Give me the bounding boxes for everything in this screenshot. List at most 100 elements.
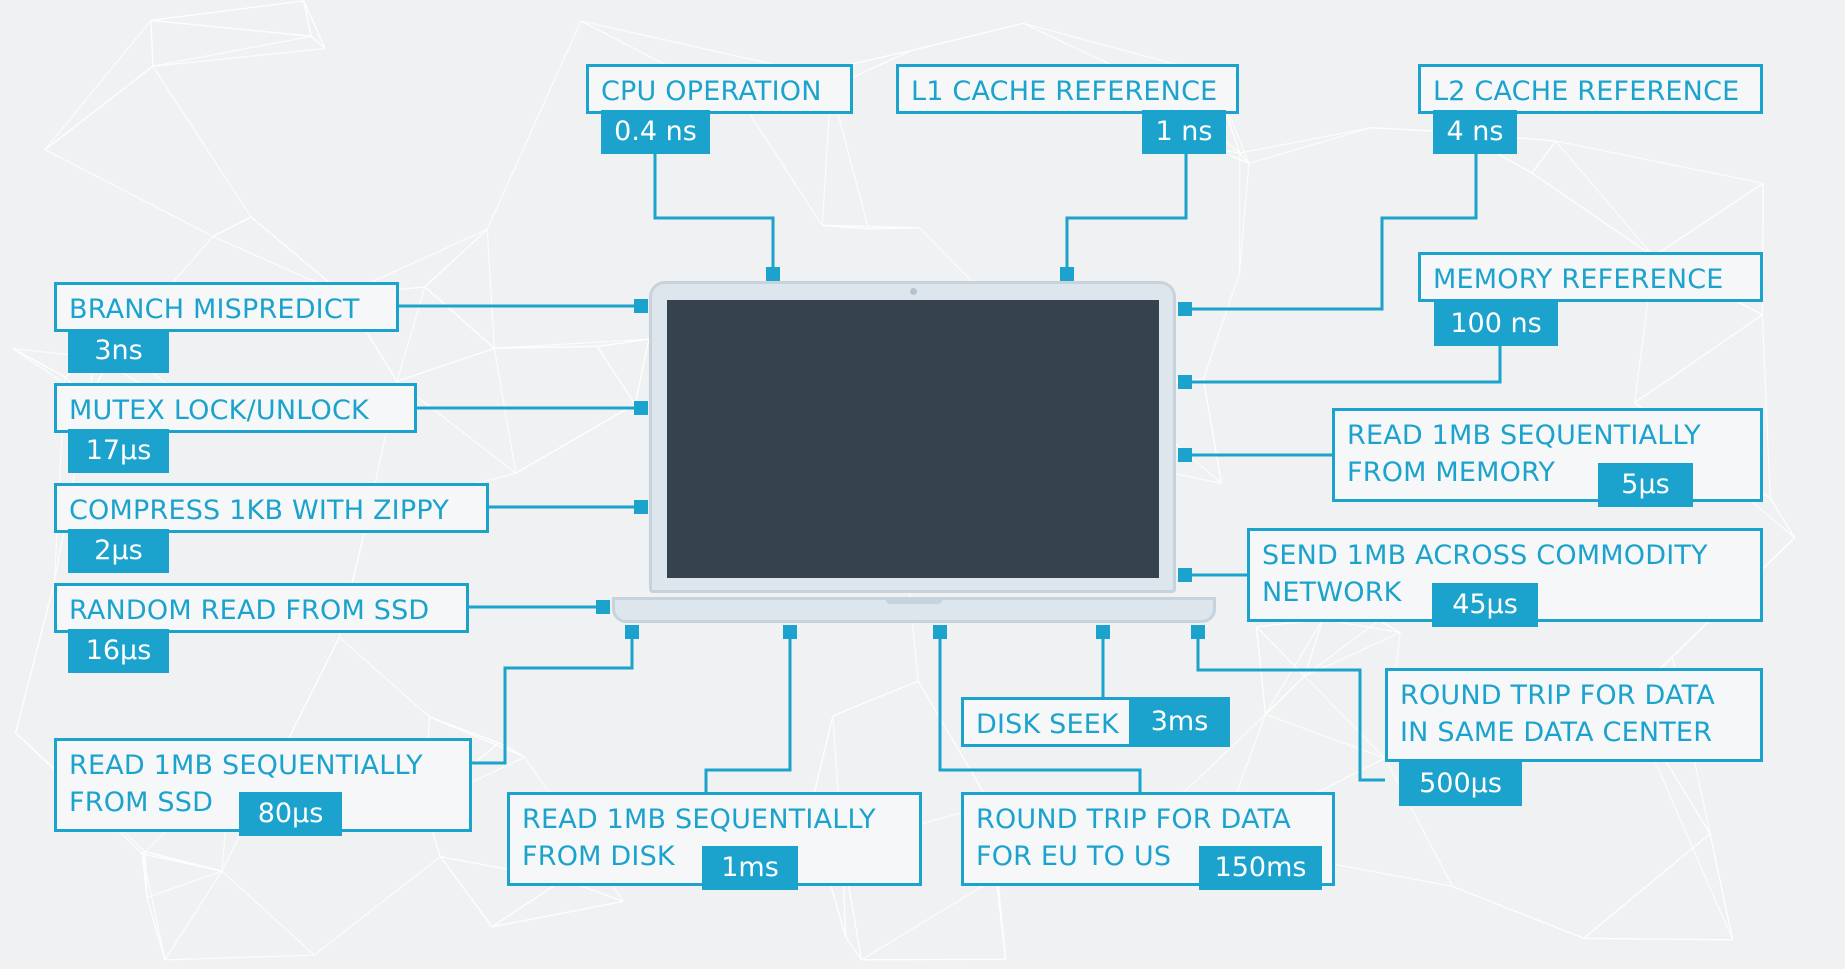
laptop-notch [885, 597, 943, 604]
connector-line [1185, 154, 1478, 311]
compress-label-box: COMPRESS 1KB WITH ZIPPY [54, 483, 489, 533]
l2-label-box: L2 CACHE REFERENCE [1418, 64, 1763, 114]
mesh-line [429, 716, 526, 758]
mesh-line [152, 65, 252, 218]
mutex-label-box: MUTEX LOCK/UNLOCK [54, 383, 417, 433]
ssd-random-label: RANDOM READ FROM SSD [69, 595, 430, 626]
connector-port [1178, 568, 1192, 582]
mesh-line [439, 856, 493, 928]
mesh-line [44, 65, 154, 151]
eu-us-label: FOR EU TO US [976, 841, 1172, 872]
mesh-line [493, 348, 517, 474]
disk-seq-value-badge: 1ms [702, 846, 798, 890]
connector-port [933, 625, 947, 639]
mesh-line [822, 224, 920, 229]
mesh-line [1709, 833, 1734, 940]
mesh-line [917, 680, 992, 806]
mesh-line [868, 227, 920, 230]
mesh-line [221, 870, 315, 956]
connector-line [1196, 632, 1385, 782]
cpu-value-badge: 0.4 ns [601, 110, 710, 154]
compress-value-badge: 2µs [68, 529, 169, 573]
compress-label: COMPRESS 1KB WITH ZIPPY [69, 495, 449, 526]
mesh-line [396, 286, 426, 382]
mesh-line [486, 20, 582, 230]
ssd-random-label-box: RANDOM READ FROM SSD [54, 583, 469, 633]
mesh-line [150, 19, 312, 37]
mesh-line [494, 338, 649, 349]
branch-value-badge: 3ns [68, 329, 169, 373]
laptop-screen [667, 300, 1159, 578]
mesh-line [152, 47, 326, 67]
mesh-line [1761, 314, 1771, 499]
connector-port [634, 299, 648, 313]
mesh-line [491, 900, 624, 928]
connector-port [1191, 625, 1205, 639]
mesh-line [515, 403, 636, 474]
connector-port [1060, 267, 1074, 281]
l1-value-badge: 1 ns [1142, 110, 1226, 154]
ssd-seq-label: FROM SSD [69, 787, 214, 818]
connector-port [634, 500, 648, 514]
mesh-line [596, 346, 636, 405]
mesh-line [743, 105, 823, 226]
mesh-line [1583, 833, 1711, 939]
ssd-seq-value-badge: 80µs [239, 792, 342, 836]
mesh-line [1239, 163, 1250, 273]
disk-seq-label: FROM DISK [522, 841, 675, 872]
mesh-line [1304, 619, 1380, 677]
connector-port [783, 625, 797, 639]
memory-ref-value-badge: 100 ns [1434, 302, 1558, 346]
mesh-line [150, 0, 304, 21]
mesh-line [212, 216, 252, 237]
mesh-line [911, 22, 1024, 52]
mesh-line [150, 20, 154, 67]
mesh-line [44, 19, 152, 151]
connector-port [766, 267, 780, 281]
mesh-line [303, 0, 312, 37]
laptop-lid [649, 281, 1176, 593]
mesh-line [146, 897, 166, 961]
datacenter-label: ROUND TRIP FOR DATA [1400, 680, 1715, 711]
mesh-line [152, 35, 312, 67]
l2-value-badge: 4 ns [1433, 110, 1517, 154]
datacenter-value-badge: 500µs [1399, 762, 1522, 806]
network-value-badge: 45µs [1432, 583, 1538, 627]
connector-port [1096, 625, 1110, 639]
l2-label: L2 CACHE REFERENCE [1433, 76, 1740, 107]
mesh-line [1653, 182, 1764, 257]
mesh-line [313, 856, 441, 956]
mesh-line [303, 0, 326, 49]
laptop-base [612, 597, 1216, 623]
connector-port [596, 600, 610, 614]
ssd-seq-label: READ 1MB SEQUENTIALLY [69, 750, 423, 781]
mesh-line [142, 853, 223, 872]
network-label-box: SEND 1MB ACROSS COMMODITY NETWORK [1247, 528, 1763, 622]
mesh-line [396, 347, 495, 382]
mesh-line [1555, 140, 1655, 257]
mem-seq-label: READ 1MB SEQUENTIALLY [1347, 420, 1701, 451]
mem-seq-label-box: READ 1MB SEQUENTIALLY FROM MEMORY [1332, 408, 1763, 502]
connector-port [634, 401, 648, 415]
mutex-label: MUTEX LOCK/UNLOCK [69, 395, 369, 426]
mesh-line [1378, 619, 1401, 634]
mesh-line [146, 870, 223, 899]
eu-us-label-box: ROUND TRIP FOR DATA FOR EU TO US [961, 792, 1335, 886]
memory-ref-label-box: MEMORY REFERENCE [1418, 252, 1763, 302]
ssd-random-value-badge: 16µs [68, 629, 169, 673]
datacenter-label-box: ROUND TRIP FOR DATA IN SAME DATA CENTER [1385, 668, 1763, 762]
connector-port [625, 625, 639, 639]
mesh-line [597, 338, 649, 348]
camera-icon [910, 288, 917, 295]
disk-seq-label: READ 1MB SEQUENTIALLY [522, 804, 876, 835]
mesh-line [832, 680, 919, 717]
connector-line [704, 632, 792, 792]
mesh-line [634, 339, 650, 405]
disk-seek-label: DISK SEEK [976, 709, 1119, 740]
mesh-line [141, 853, 148, 898]
datacenter-label: IN SAME DATA CENTER [1400, 717, 1713, 748]
mesh-line [1202, 379, 1222, 484]
mem-seq-value-badge: 5µs [1598, 463, 1693, 507]
memory-ref-label: MEMORY REFERENCE [1433, 264, 1724, 295]
